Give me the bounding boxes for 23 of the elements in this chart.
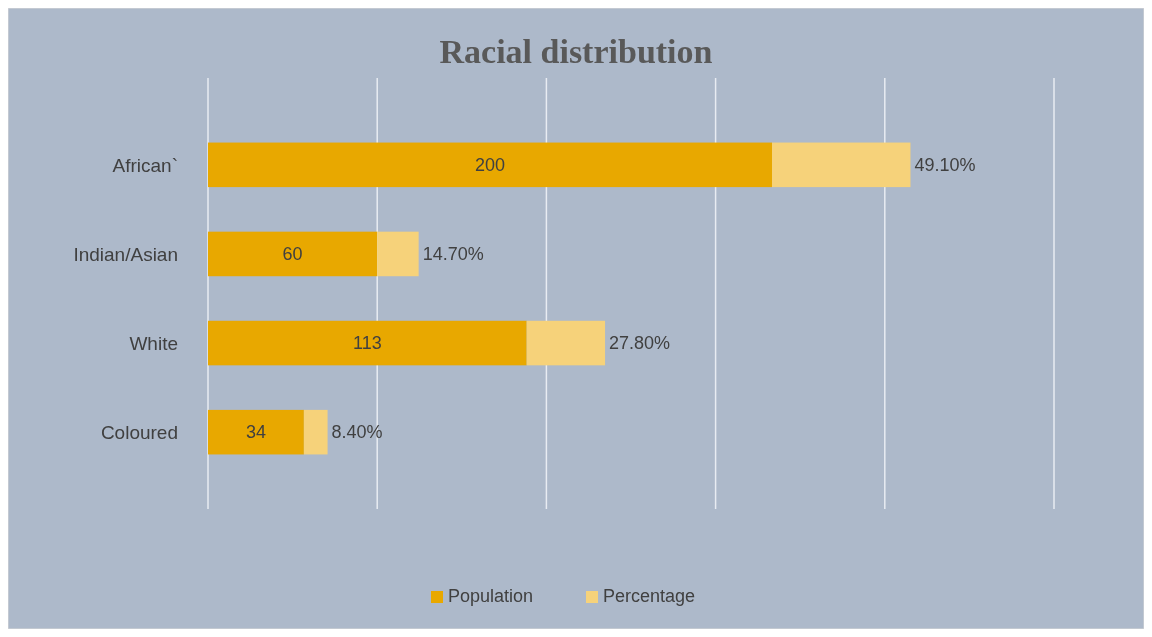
data-label: 8.40% [331,422,383,443]
bar [208,409,304,455]
data-label: 60 [282,243,303,264]
bar [772,142,911,188]
bar [377,231,419,277]
data-label: 113 [352,333,382,354]
bar [208,320,527,366]
data-label: 34 [245,422,266,443]
y-tick-label: Coloured [100,422,178,444]
legend-label: Population [448,586,534,606]
bar [303,409,328,455]
legend-label: Percentage [603,586,696,606]
data-label: 14.70% [422,243,484,264]
bar [526,320,606,366]
chart-title: Racial distribution [439,33,713,70]
bar [208,142,772,188]
y-tick-label: Indian/Asian [73,243,178,265]
data-label: 49.10% [914,154,976,175]
data-label: 27.80% [609,333,671,354]
bar [208,231,378,277]
data-label: 200 [474,154,506,175]
y-tick-label: White [129,333,178,355]
y-tick-label: African` [112,154,178,176]
